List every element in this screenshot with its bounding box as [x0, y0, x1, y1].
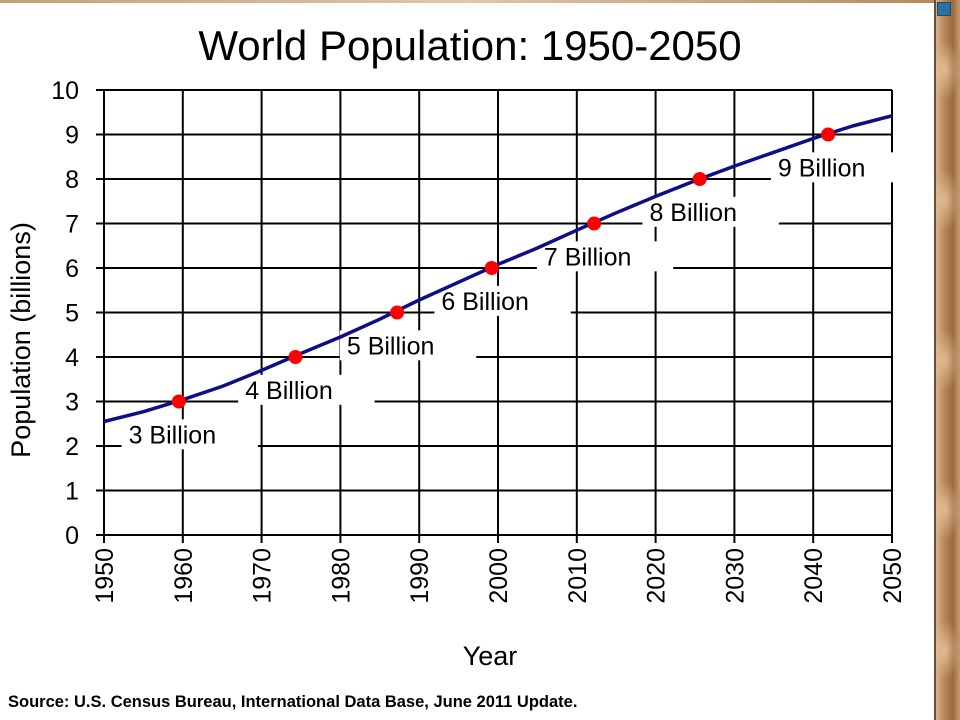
y-tick-label: 10 — [51, 77, 79, 105]
population-chart: World Population: 1950-2050 0 1 2 3 4 5 6 7 8 9 10… — [6, 22, 908, 671]
y-tick-labels: 0 1 2 3 4 5 6 7 8 9 10 — [51, 77, 79, 550]
x-tick-label: 1970 — [249, 548, 277, 604]
milestone-label: 3 Billion — [129, 421, 217, 449]
milestone-label: 6 Billion — [441, 288, 529, 316]
milestone-label-bg — [770, 152, 908, 183]
y-tick-label: 0 — [65, 522, 79, 550]
milestone-label-bg — [642, 196, 779, 227]
milestone-marker — [390, 305, 405, 320]
milestone-marker — [171, 394, 186, 409]
milestone-label: 7 Billion — [544, 243, 632, 271]
milestone-label: 4 Billion — [245, 377, 333, 405]
x-axis-label: Year — [463, 641, 518, 671]
y-axis-label: Population (billions) — [6, 222, 36, 458]
x-tick-labels: 1950 1960 1970 1980 1990 2000 2010 2020 2030 2040… — [91, 548, 907, 604]
milestone-marker — [692, 172, 707, 186]
y-tick-label: 6 — [65, 255, 79, 283]
y-tick-label: 5 — [65, 300, 79, 328]
milestone-label-bg — [238, 374, 375, 405]
milestone-label-bg — [536, 241, 674, 272]
x-tick-label: 1950 — [91, 548, 119, 604]
slide-frame-line — [934, 0, 936, 720]
x-tick-label: 2030 — [721, 548, 749, 604]
y-tick-label: 7 — [65, 211, 79, 239]
population-line — [103, 114, 893, 424]
milestone-label: 9 Billion — [778, 154, 866, 182]
milestone-label-bg — [339, 330, 477, 361]
corner-decor-box — [937, 2, 951, 16]
x-tick-label: 1980 — [327, 548, 355, 604]
milestone-marker — [288, 350, 303, 364]
milestone-label-bg — [434, 285, 571, 316]
source-citation: Source: U.S. Census Bureau, Internationa… — [8, 693, 578, 711]
milestone-marker — [821, 127, 836, 142]
x-tick-label: 2010 — [564, 548, 592, 604]
milestone-label: 8 Billion — [649, 199, 737, 227]
milestone-marker — [587, 216, 602, 231]
series-lines — [103, 114, 893, 424]
milestone-label-bg — [121, 419, 258, 450]
top-decor-strip — [0, 0, 936, 3]
milestone-label: 5 Billion — [347, 332, 435, 360]
chart-title: World Population: 1950-2050 — [198, 22, 741, 69]
milestone-markers — [171, 127, 836, 409]
x-tick-label: 1990 — [406, 548, 434, 604]
side-decor-panel — [936, 0, 960, 720]
x-tick-label: 2000 — [485, 548, 513, 604]
milestone-marker — [484, 261, 499, 275]
x-tick-label: 2040 — [800, 548, 828, 604]
x-tick-label: 2020 — [643, 548, 671, 604]
y-tick-label: 8 — [65, 166, 79, 194]
y-tick-label: 4 — [65, 344, 79, 372]
x-tick-label: 1960 — [170, 548, 198, 604]
y-tick-label: 1 — [65, 478, 79, 506]
y-tick-label: 9 — [65, 122, 79, 150]
y-tick-label: 2 — [65, 433, 79, 461]
x-tick-label: 2050 — [879, 548, 907, 604]
y-tick-label: 3 — [65, 389, 79, 417]
